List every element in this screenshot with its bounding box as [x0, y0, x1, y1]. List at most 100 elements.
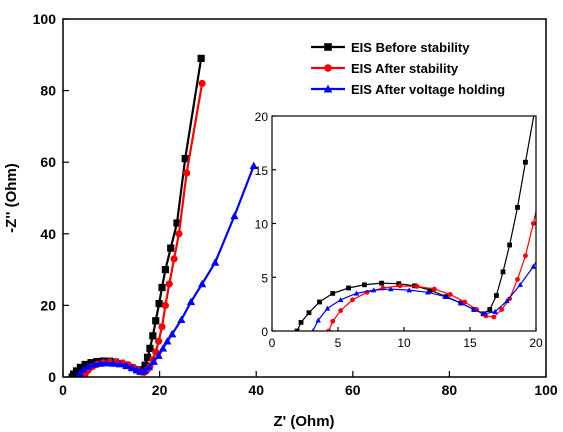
inset-data-point: [540, 178, 545, 183]
inset-data-point: [542, 242, 548, 247]
inset-data-point: [431, 286, 437, 292]
inset-data-point: [346, 285, 351, 291]
inset-data-point: [388, 286, 394, 292]
inset-data-point: [338, 308, 344, 313]
main-data-point: [181, 155, 189, 163]
main-data-point: [76, 363, 84, 371]
main-data-point: [72, 367, 81, 375]
inset-x-tick-label: 10: [397, 336, 411, 350]
legend-entry-eis-after-voltage-holding: EIS After voltage holding: [311, 82, 505, 97]
main-data-point: [168, 329, 177, 338]
main-data-point: [149, 332, 157, 340]
inset-data-point: [396, 281, 402, 287]
main-data-point: [163, 337, 172, 345]
main-x-tick-label: 80: [442, 382, 458, 398]
inset-data-point: [492, 308, 498, 314]
inset-series-eis-after-voltage-holding: [311, 242, 548, 331]
inset-data-point: [317, 299, 322, 305]
inset-data-point: [471, 306, 477, 312]
inset-data-point: [458, 300, 464, 306]
main-data-point: [197, 54, 205, 62]
main-data-point: [154, 351, 163, 359]
inset-data-point: [379, 280, 384, 286]
main-data-point: [175, 230, 183, 238]
legend-label: EIS Before stability: [351, 40, 470, 55]
inset-data-point: [507, 242, 512, 248]
main-data-point: [149, 357, 158, 365]
legend-entry-eis-after-stability: EIS After stability: [311, 61, 459, 76]
inset-axes: 0 5 10 15 20 0 5 10 15 20: [255, 110, 543, 350]
legend-marker: [324, 64, 332, 72]
main-plot-frame: [62, 18, 547, 378]
inset-data-point: [500, 269, 506, 275]
inset-data-point: [515, 204, 520, 210]
inset-y-tick-label: 10: [255, 218, 269, 232]
inset-data-point: [481, 311, 488, 317]
inset-data-point: [491, 314, 497, 320]
main-data-point: [143, 353, 152, 361]
main-data-point: [186, 297, 196, 306]
inset-x-tick-label: 20: [529, 336, 543, 350]
main-data-point: [127, 363, 137, 372]
main-data-point: [211, 258, 220, 266]
inset-series-line-eis-after-stability: [328, 208, 536, 331]
main-x-tick-label: 100: [534, 382, 558, 398]
inset-data-point: [494, 293, 499, 298]
inset-data-point: [530, 221, 536, 226]
main-data-point: [109, 359, 118, 367]
main-data-point: [165, 280, 173, 288]
main-data-point: [158, 283, 166, 292]
main-data-point: [87, 359, 95, 367]
inset-data-point: [517, 282, 523, 287]
inset-data-point: [499, 307, 505, 312]
inset-data-point: [414, 283, 420, 289]
legend: EIS Before stability EIS After stability E…: [311, 40, 505, 97]
main-data-point: [140, 366, 149, 374]
main-data-point: [183, 169, 191, 177]
main-data-point: [141, 361, 149, 369]
main-data-point: [144, 362, 154, 371]
main-y-tick-label: 40: [40, 226, 56, 242]
main-x-tick-label: 20: [152, 382, 168, 398]
inset-data-point: [306, 310, 312, 316]
main-data-point: [79, 365, 88, 373]
legend-marker: [324, 43, 332, 51]
inset-series-line-eis-after-voltage-holding: [312, 260, 536, 331]
inset-data-point: [362, 282, 367, 288]
inset-x-tick-label: 0: [269, 336, 276, 350]
main-data-point: [83, 362, 93, 370]
main-y-tick-label: 100: [33, 11, 57, 27]
main-data-point: [89, 360, 99, 368]
inset-background: [272, 116, 536, 331]
inset-data-point: [324, 305, 331, 311]
main-data-point: [158, 344, 168, 352]
main-data-point: [81, 360, 89, 369]
inset-x-tick-label: 5: [335, 336, 342, 350]
inset-x-tick-label: 15: [463, 336, 477, 350]
inset-data-point: [330, 318, 336, 324]
inset-y-tick-label: 5: [261, 271, 268, 285]
inset-data-point: [298, 320, 304, 325]
main-series-line-eis-after-stability: [82, 83, 204, 377]
main-data-point: [230, 211, 239, 220]
inset-data-point: [523, 253, 528, 259]
inset-y-tick-label: 15: [255, 164, 269, 178]
inset-data-point: [350, 297, 355, 303]
legend-entry-eis-before-stability: EIS Before stability: [311, 40, 470, 55]
main-plot-series: [68, 54, 258, 377]
inset-data-point: [311, 328, 315, 331]
inset-data-point: [337, 297, 344, 303]
main-data-point: [115, 359, 125, 368]
inset-series-eis-after-stability: [326, 178, 545, 331]
main-data-point: [155, 337, 163, 345]
inset-data-point: [353, 290, 360, 296]
inset-data-point: [397, 283, 403, 289]
main-data-point: [155, 300, 163, 308]
inset-data-point: [530, 263, 536, 269]
inset-data-point: [462, 299, 468, 305]
main-data-point: [198, 79, 206, 88]
inset-data-point: [515, 277, 520, 282]
main-data-point: [170, 255, 178, 263]
main-data-point: [152, 317, 160, 325]
